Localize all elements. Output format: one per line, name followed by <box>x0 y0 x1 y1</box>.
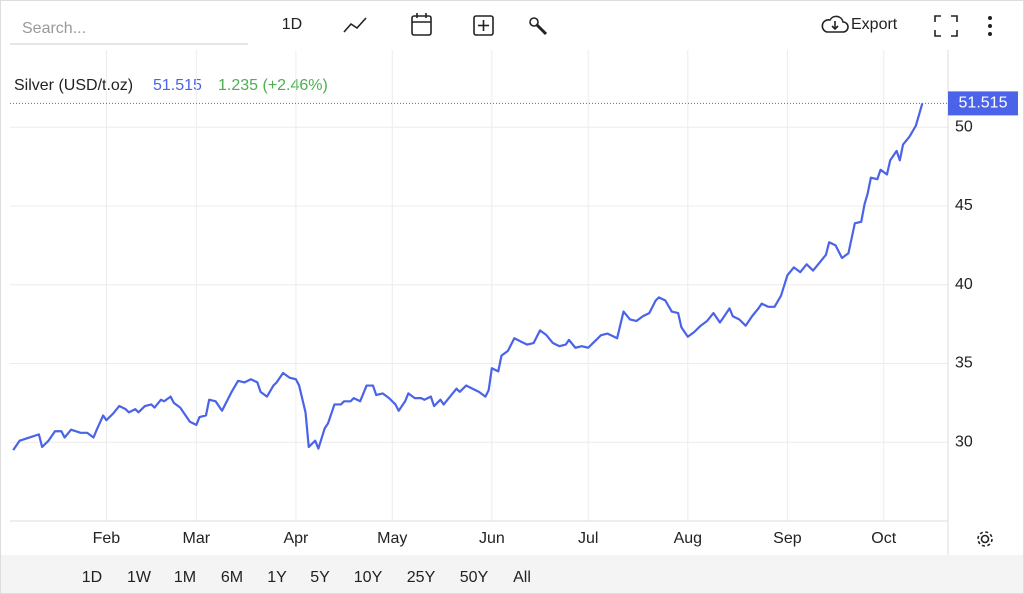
range-button[interactable]: 1M <box>174 569 196 586</box>
y-tick-label: 30 <box>955 433 973 450</box>
header-price: 51.515 <box>153 77 202 94</box>
interval-button[interactable]: 1D <box>282 16 302 33</box>
y-tick-label: 45 <box>955 197 973 214</box>
add-indicator-icon[interactable] <box>473 15 494 36</box>
x-tick-label: Apr <box>283 530 309 547</box>
range-bar <box>1 555 1023 593</box>
y-tick-label: 50 <box>955 118 973 135</box>
x-tick-label: Oct <box>871 530 896 547</box>
range-button[interactable]: 1W <box>127 569 152 586</box>
header-change: 1.235 (+2.46%) <box>218 77 328 94</box>
x-tick-label: Feb <box>93 530 121 547</box>
series-title: Silver (USD/t.oz) <box>14 77 133 94</box>
export-button[interactable]: Export <box>851 16 898 33</box>
last-price-box <box>948 91 1018 116</box>
y-tick-label: 40 <box>955 276 973 293</box>
calendar-icon[interactable] <box>411 13 432 36</box>
x-tick-label: Aug <box>674 530 702 547</box>
x-tick-label: Sep <box>773 530 802 547</box>
range-button[interactable]: 5Y <box>310 569 330 586</box>
range-button[interactable]: All <box>513 569 531 586</box>
last-price-label: 51.515 <box>959 95 1008 112</box>
x-tick-label: Jul <box>578 530 598 547</box>
range-button[interactable]: 10Y <box>354 569 383 586</box>
export-icon[interactable] <box>821 15 849 33</box>
y-tick-label: 35 <box>955 355 973 372</box>
range-button[interactable]: 1D <box>82 569 102 586</box>
x-tick-label: Mar <box>183 530 211 547</box>
price-line <box>12 103 924 451</box>
menu-icon[interactable] <box>988 16 992 36</box>
range-button[interactable]: 50Y <box>460 569 489 586</box>
x-tick-label: Jun <box>479 530 505 547</box>
range-button[interactable]: 6M <box>221 569 243 586</box>
x-tick-label: May <box>377 530 407 547</box>
range-button[interactable]: 1Y <box>267 569 287 586</box>
fullscreen-icon[interactable] <box>934 15 958 37</box>
settings-icon[interactable] <box>977 531 993 547</box>
tools-icon[interactable] <box>529 17 548 36</box>
range-button[interactable]: 25Y <box>407 569 436 586</box>
search-input[interactable]: Search... <box>22 20 86 37</box>
chart-type-icon[interactable] <box>343 17 367 33</box>
